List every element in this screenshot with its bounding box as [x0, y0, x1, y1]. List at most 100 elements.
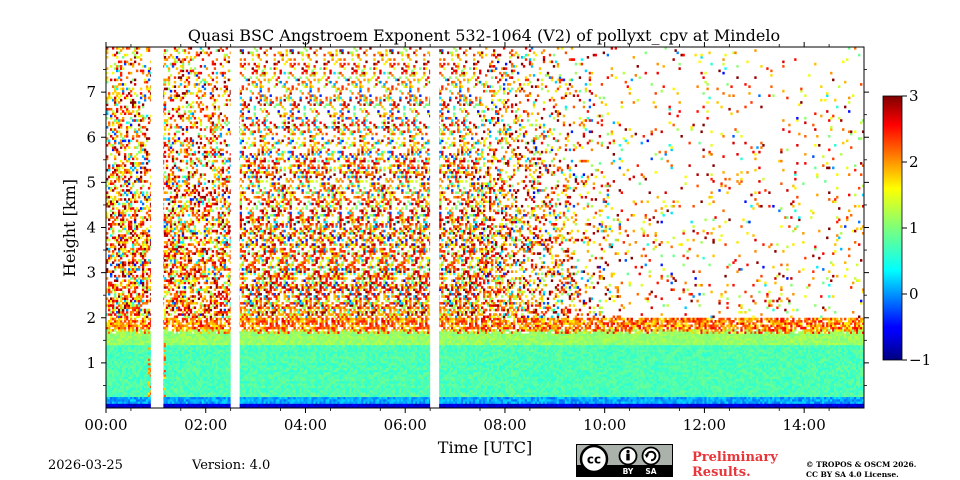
- heatmap-cell: [108, 300, 110, 303]
- heatmap-cell: [130, 315, 132, 318]
- heatmap-cell: [112, 304, 114, 307]
- heatmap-cell: [114, 218, 116, 221]
- heatmap-cell: [122, 88, 124, 91]
- heatmap-cell: [114, 329, 116, 332]
- heatmap-cell: [110, 318, 112, 321]
- heatmap-cell: [128, 264, 130, 267]
- heatmap-cell: [126, 297, 128, 300]
- heatmap-cell: [108, 356, 110, 359]
- heatmap-cell: [122, 338, 124, 341]
- heatmap-cell: [110, 273, 112, 276]
- heatmap-cell: [118, 315, 120, 318]
- heatmap-cell: [118, 126, 120, 129]
- heatmap-cell: [118, 304, 120, 307]
- heatmap-cell: [130, 228, 132, 231]
- heatmap-cell: [108, 200, 110, 203]
- heatmap-cell: [120, 246, 122, 249]
- heatmap-cell: [108, 223, 110, 226]
- heatmap-cell: [118, 130, 120, 133]
- heatmap-cell: [116, 354, 118, 357]
- heatmap-cell: [130, 401, 132, 404]
- heatmap-cell: [110, 297, 112, 300]
- heatmap-cell: [132, 110, 134, 113]
- heatmap-cell: [134, 338, 136, 341]
- heatmap-cell: [136, 372, 138, 375]
- heatmap-cell: [126, 171, 128, 174]
- heatmap-cell: [134, 221, 136, 224]
- heatmap-cell: [118, 358, 120, 361]
- heatmap-cell: [130, 153, 132, 156]
- heatmap-cell: [130, 209, 132, 212]
- heatmap-cell: [126, 97, 128, 100]
- heatmap-cell: [134, 372, 136, 375]
- heatmap-cell: [122, 397, 124, 400]
- heatmap-cell: [134, 106, 136, 109]
- heatmap-cell: [116, 347, 118, 350]
- heatmap-cell: [134, 218, 136, 221]
- heatmap-cell: [124, 203, 126, 206]
- heatmap-cell: [130, 248, 132, 251]
- heatmap-cell: [110, 144, 112, 147]
- heatmap-cell: [112, 216, 114, 219]
- heatmap-cell: [116, 176, 118, 179]
- heatmap-cell: [122, 345, 124, 348]
- heatmap-cell: [132, 282, 134, 285]
- heatmap-cell: [114, 142, 116, 145]
- heatmap-cell: [128, 270, 130, 273]
- heatmap-cell: [116, 306, 118, 309]
- heatmap-cell: [128, 291, 130, 294]
- heatmap-cell: [120, 352, 122, 355]
- heatmap-cell: [118, 390, 120, 393]
- heatmap-cell: [128, 284, 130, 287]
- heatmap-cell: [114, 365, 116, 368]
- heatmap-cell: [118, 178, 120, 181]
- heatmap-cell: [128, 121, 130, 124]
- heatmap-cell: [116, 56, 118, 59]
- heatmap-cell: [136, 334, 138, 337]
- heatmap-cell: [108, 383, 110, 386]
- heatmap-cell: [134, 232, 136, 235]
- heatmap-cell: [136, 171, 138, 174]
- heatmap-cell: [130, 203, 132, 206]
- heatmap-cell: [116, 173, 118, 176]
- heatmap-cell: [120, 394, 122, 397]
- heatmap-cell: [124, 248, 126, 251]
- heatmap-cell: [108, 370, 110, 373]
- heatmap-cell: [134, 320, 136, 323]
- heatmap-cell: [108, 385, 110, 388]
- heatmap-cell: [124, 361, 126, 364]
- heatmap-cell: [108, 376, 110, 379]
- heatmap-cell: [126, 318, 128, 321]
- heatmap-cell: [110, 379, 112, 382]
- heatmap-cell: [128, 336, 130, 339]
- heatmap-cell: [124, 306, 126, 309]
- heatmap-cell: [124, 140, 126, 143]
- heatmap-cell: [132, 376, 134, 379]
- heatmap-cell: [112, 130, 114, 133]
- heatmap-cell: [108, 94, 110, 97]
- heatmap-cell: [116, 149, 118, 152]
- heatmap-cell: [132, 394, 134, 397]
- heatmap-cell: [114, 309, 116, 312]
- heatmap-cell: [112, 401, 114, 404]
- heatmap-cell: [116, 352, 118, 355]
- heatmap-cell: [110, 390, 112, 393]
- heatmap-cell: [118, 322, 120, 325]
- heatmap-cell: [108, 282, 110, 285]
- heatmap-cell: [126, 336, 128, 339]
- heatmap-cell: [118, 302, 120, 305]
- heatmap-cell: [114, 313, 116, 316]
- heatmap-cell: [124, 268, 126, 271]
- chart-figure: Quasi BSC Angstroem Exponent 532-1064 (V…: [0, 0, 960, 480]
- heatmap-cell: [132, 106, 134, 109]
- heatmap-cell: [130, 327, 132, 330]
- heatmap-cell: [126, 401, 128, 404]
- heatmap-cell: [136, 250, 138, 253]
- heatmap-cell: [118, 345, 120, 348]
- heatmap-cell: [122, 361, 124, 364]
- heatmap-cell: [130, 329, 132, 332]
- heatmap-cell: [136, 361, 138, 364]
- heatmap-cell: [114, 352, 116, 355]
- heatmap-cell: [114, 112, 116, 115]
- heatmap-cell: [110, 234, 112, 237]
